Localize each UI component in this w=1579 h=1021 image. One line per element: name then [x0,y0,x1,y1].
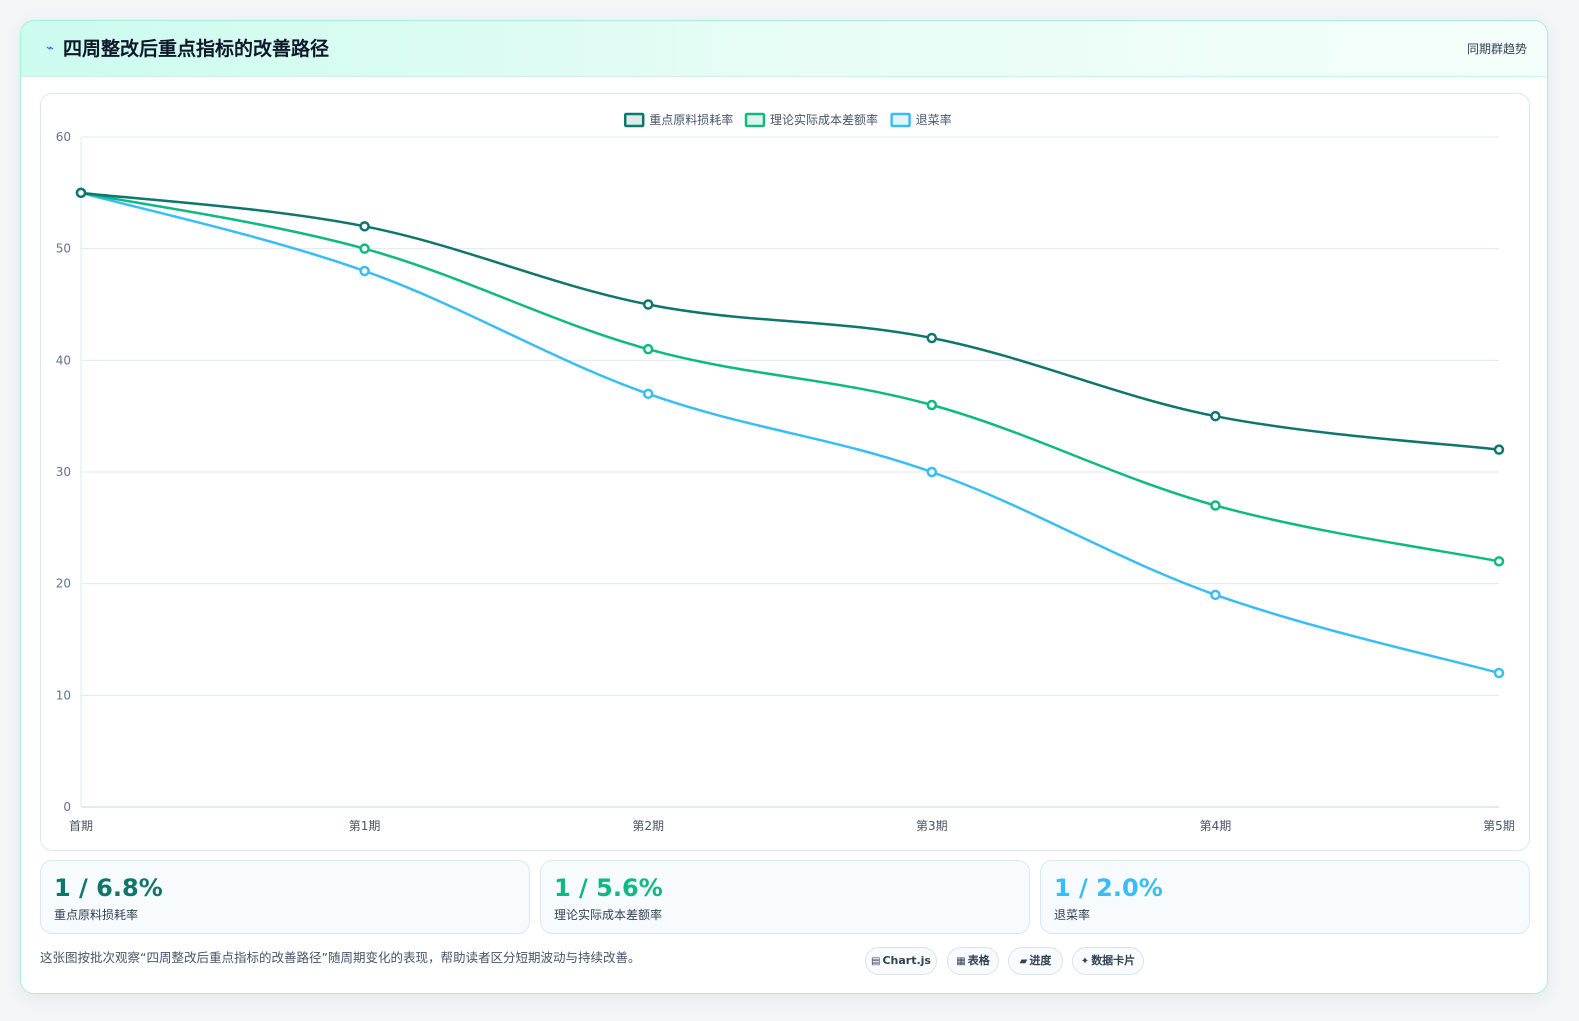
series-line [80,191,1500,563]
legend-swatch [890,112,911,128]
y-tick-label: 30 [56,465,71,479]
y-tick-label: 10 [56,688,71,702]
y-tick-label: 0 [63,800,71,814]
x-tick-label: 第1期 [349,819,381,833]
data-point [359,265,370,277]
data-point [359,221,370,232]
progress-icon: ▰ [1019,956,1028,967]
trend-icon: ⌁ [46,41,54,56]
line-chart: 0 10 20 30 40 50 60 首期 第1期 第2期 第3期 第4期 第5期 重点原料损耗率 理论实… [56,112,1515,833]
stat-value: 1 / 6.8% [54,874,163,902]
chip-progress[interactable]: ▰ 进度 [1008,947,1063,975]
stat-value: 1 / 5.6% [554,874,663,902]
data-point [926,399,938,411]
x-tick-label: 第3期 [916,819,948,833]
table-icon: ▦ [956,956,966,967]
data-point [642,299,654,310]
data-point [1210,500,1221,511]
y-tick-label: 40 [56,353,71,367]
chip-label: 数据卡片 [1091,954,1136,967]
chart-icon: ▤ [871,956,881,967]
chip-label: 进度 [1029,954,1052,967]
x-tick-label: 第4期 [1200,819,1232,833]
stat-card-loss-rate: 1 / 6.8% 重点原料损耗率 [40,860,530,934]
legend-swatch [623,112,645,128]
series-line [80,191,1500,675]
chip-data-card[interactable]: ✦ 数据卡片 [1072,947,1144,975]
chart-card: ⌁ 四周整改后重点指标的改善路径 同期群趋势 0 10 20 30 40 50 60 首期 第1… [20,20,1548,994]
chip-label: Chart.js [882,954,931,967]
data-point [926,332,938,344]
card-title: 四周整改后重点指标的改善路径 [63,38,330,60]
x-tick-label: 首期 [69,819,93,833]
data-point [75,187,87,199]
stat-label: 理论实际成本差额率 [554,908,663,922]
data-point [1493,556,1505,567]
data-point [642,388,654,400]
chart-panel: 0 10 20 30 40 50 60 首期 第1期 第2期 第3期 第4期 第5期 重点原料损耗率 理论实… [40,93,1530,851]
chip-chartjs[interactable]: ▤ Chart.js [865,947,937,975]
legend-label: 重点原料损耗率 [649,112,733,127]
stat-label: 重点原料损耗率 [54,908,139,922]
y-tick-label: 60 [56,130,71,144]
data-point [359,243,370,254]
data-point [1210,589,1221,601]
x-tick-label: 第5期 [1483,819,1515,833]
legend-label: 理论实际成本差额率 [770,112,878,127]
x-tick-label: 第2期 [632,819,664,833]
stat-label: 退菜率 [1054,908,1091,922]
stat-cards: 1 / 6.8% 重点原料损耗率 1 / 5.6% 理论实际成本差额率 1 / … [40,860,1530,934]
chip-label: 表格 [967,954,990,967]
y-tick-label: 50 [56,242,71,256]
card-header: ⌁ 四周整改后重点指标的改善路径 同期群趋势 [21,21,1547,77]
chart-footnote: 这张图按批次观察“四周整改后重点指标的改善路径”随周期变化的表现，帮助读者区分短… [40,950,641,965]
y-tick-label: 20 [56,577,71,591]
chip-table[interactable]: ▦ 表格 [947,947,999,975]
stat-card-cost-gap-rate: 1 / 5.6% 理论实际成本差额率 [540,860,1030,934]
series-line [80,191,1500,451]
cohort-trend-label: 同期群趋势 [1466,42,1527,56]
stat-value: 1 / 2.0% [1054,874,1163,902]
sparkle-icon: ✦ [1080,956,1090,967]
data-point [926,466,938,478]
stat-card-return-rate: 1 / 2.0% 退菜率 [1040,860,1530,934]
data-point [1493,444,1505,455]
data-point [1210,410,1221,422]
data-point [1493,667,1505,679]
legend-label: 退菜率 [916,112,952,127]
data-point [642,343,654,355]
legend-swatch [744,112,766,128]
